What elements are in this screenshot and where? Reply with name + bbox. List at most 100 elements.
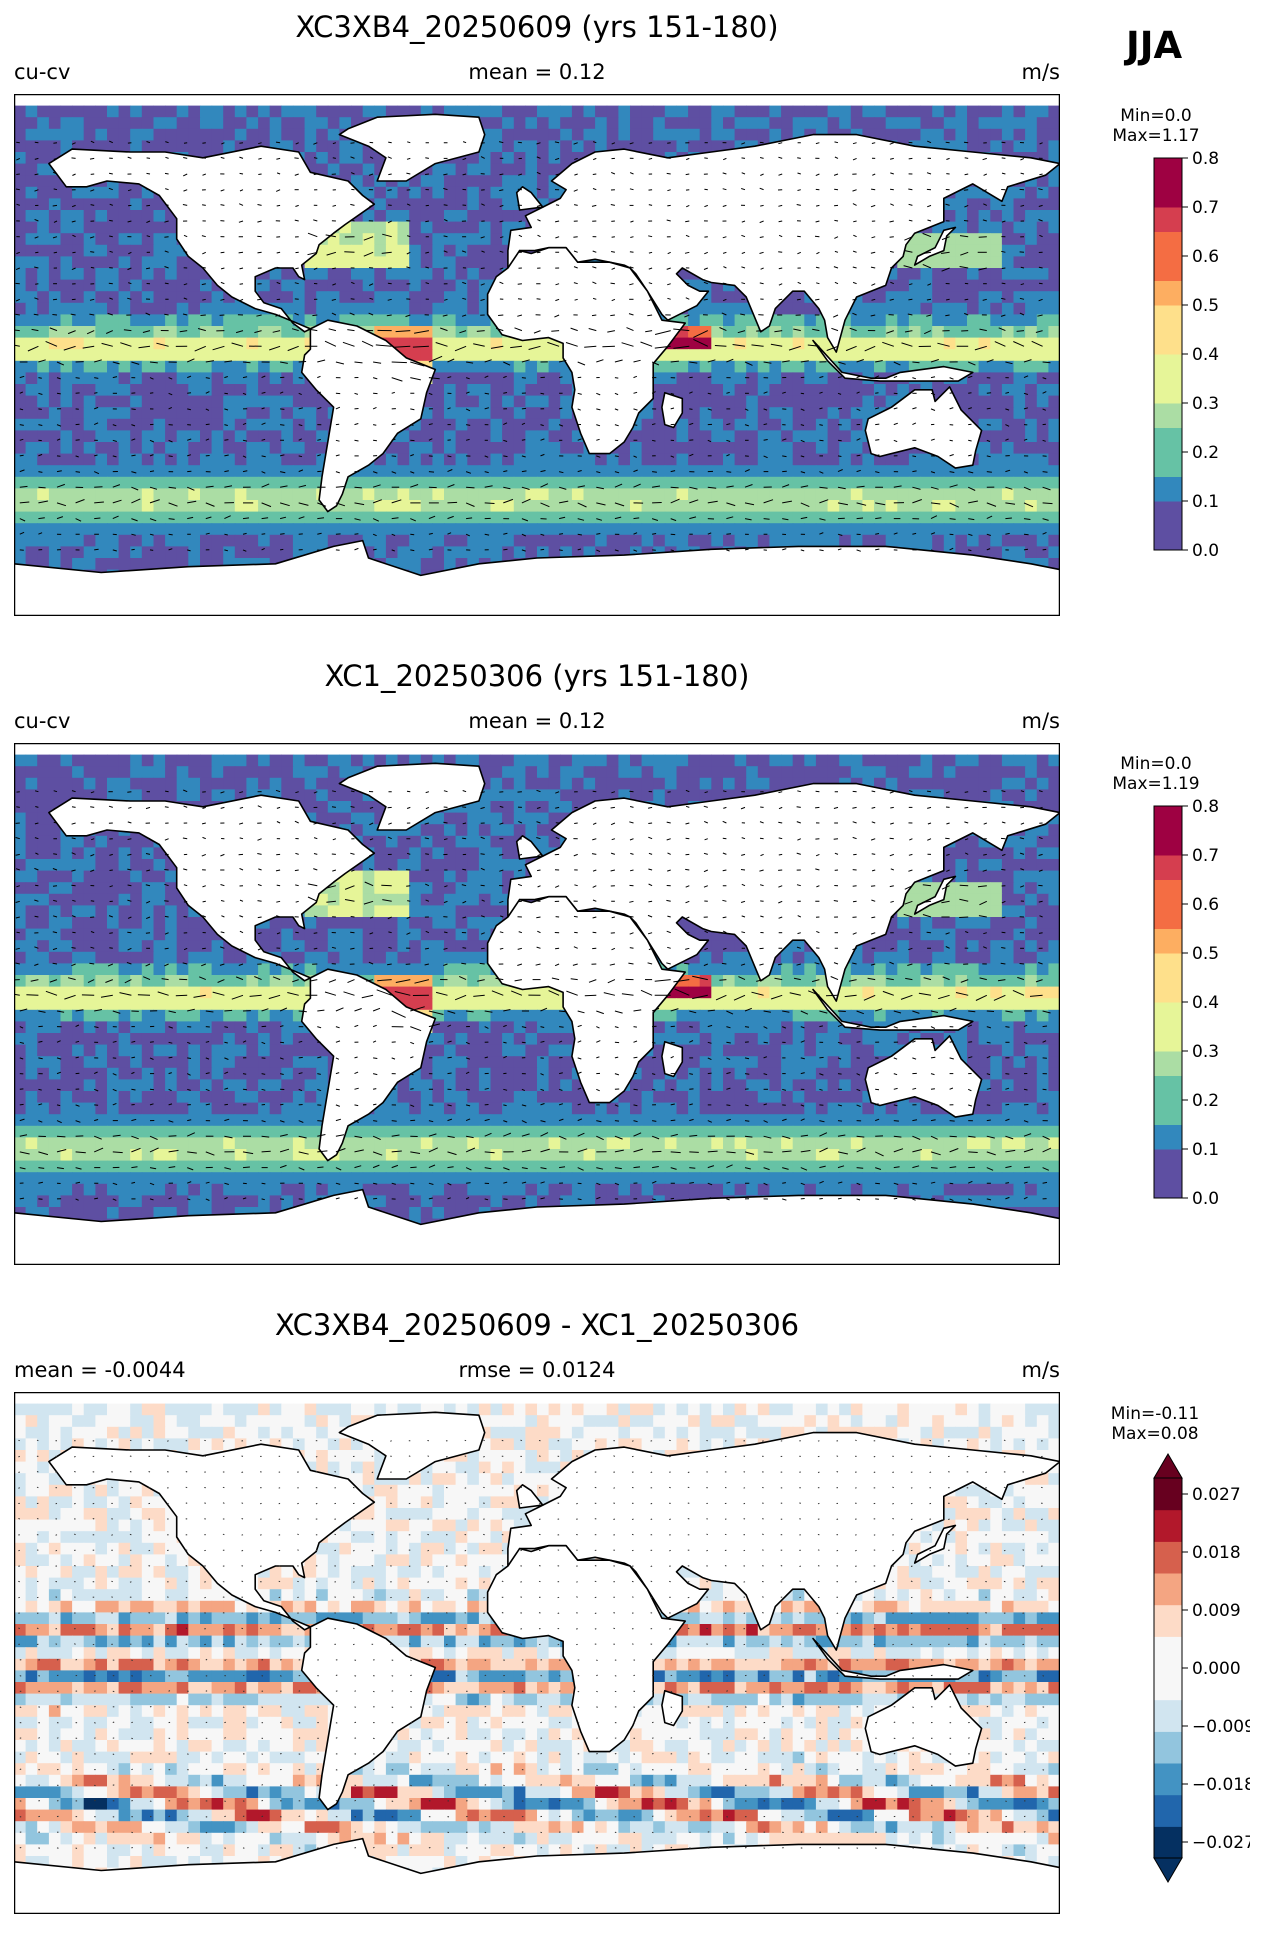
grid-cell — [432, 523, 445, 536]
grid-cell — [385, 546, 399, 559]
velocity-vector — [963, 189, 969, 191]
grid-cell — [223, 546, 236, 559]
grid-cell — [955, 500, 968, 513]
velocity-vector — [633, 469, 638, 473]
velocity-vector — [856, 408, 861, 412]
grid-cell — [757, 500, 770, 513]
grid-cell — [37, 326, 50, 339]
velocity-vector — [800, 392, 805, 395]
grid-cell — [188, 337, 201, 350]
grid-cell — [548, 384, 561, 397]
velocity-vector — [591, 314, 597, 317]
velocity-vector — [205, 408, 210, 411]
velocity-vector — [34, 297, 39, 300]
grid-cell — [455, 465, 468, 478]
velocity-vector — [280, 408, 285, 410]
grid-cell — [25, 268, 38, 281]
velocity-vector — [205, 485, 214, 488]
velocity-vector — [533, 330, 541, 334]
grid-cell — [839, 476, 852, 489]
grid-cell — [362, 105, 375, 118]
grid-cell — [548, 546, 561, 559]
grid-cell — [316, 105, 329, 118]
velocity-vector — [387, 156, 392, 159]
velocity-vector — [722, 251, 727, 254]
grid-cell — [83, 349, 96, 362]
grid-cell — [908, 326, 922, 339]
grid-cell — [920, 105, 933, 118]
grid-cell — [83, 442, 96, 455]
grid-cell — [467, 175, 480, 188]
velocity-vector — [693, 338, 709, 347]
grid-cell — [804, 511, 817, 524]
grid-cell — [490, 488, 503, 501]
grid-cell — [932, 511, 945, 524]
grid-cell — [1013, 430, 1026, 443]
velocity-vector — [726, 423, 731, 426]
velocity-vector — [760, 267, 764, 270]
grid-cell — [269, 372, 282, 385]
grid-cell — [897, 465, 910, 478]
grid-cell — [967, 476, 980, 489]
grid-cell — [432, 221, 445, 234]
grid-cell — [827, 534, 840, 547]
grid-cell — [781, 453, 794, 466]
grid-cell — [397, 210, 410, 223]
grid-cell — [130, 210, 143, 223]
grid-cell — [385, 268, 399, 281]
velocity-vector — [558, 471, 564, 474]
velocity-vector — [447, 455, 452, 458]
grid-cell — [397, 442, 410, 455]
grid-cell — [711, 465, 724, 478]
velocity-vector — [242, 470, 248, 473]
velocity-vector — [38, 377, 42, 379]
grid-cell — [490, 453, 503, 466]
grid-cell — [874, 500, 887, 513]
velocity-vector — [387, 220, 392, 224]
grid-cell — [990, 360, 1003, 373]
grid-cell — [223, 384, 236, 397]
velocity-vector — [930, 376, 936, 379]
grid-cell — [25, 244, 38, 257]
grid-cell — [188, 430, 201, 443]
grid-cell — [967, 314, 980, 327]
grid-cell — [118, 511, 131, 524]
grid-cell — [37, 523, 50, 536]
velocity-vector — [573, 204, 578, 206]
grid-cell — [664, 360, 677, 373]
velocity-vector — [19, 485, 28, 488]
velocity-vector — [406, 251, 411, 255]
grid-cell — [95, 210, 108, 223]
grid-cell — [815, 117, 829, 130]
grid-cell — [188, 372, 201, 385]
grid-cell — [815, 500, 829, 513]
grid-cell — [316, 291, 329, 304]
grid-cell — [978, 128, 991, 141]
grid-cell — [699, 314, 712, 327]
grid-cell — [688, 140, 701, 153]
grid-cell — [374, 233, 387, 246]
grid-cell — [641, 430, 654, 443]
grid-cell — [478, 337, 492, 350]
grid-cell — [107, 302, 120, 315]
grid-cell — [990, 221, 1003, 234]
velocity-vector — [269, 345, 281, 351]
grid-cell — [920, 268, 933, 281]
grid-cell — [537, 500, 550, 513]
grid-cell — [60, 395, 73, 408]
velocity-vector — [889, 236, 894, 238]
velocity-vector — [131, 471, 137, 474]
grid-cell — [455, 384, 468, 397]
grid-cell — [502, 534, 515, 547]
velocity-vector — [741, 266, 746, 269]
grid-cell — [14, 488, 27, 501]
velocity-vector — [499, 220, 504, 223]
grid-cell — [560, 500, 573, 513]
grid-cell — [548, 430, 561, 443]
velocity-vector — [142, 330, 151, 333]
grid-cell — [467, 268, 480, 281]
velocity-vector — [927, 140, 932, 144]
grid-cell — [258, 372, 271, 385]
velocity-vector — [686, 157, 690, 161]
grid-cell — [990, 117, 1003, 130]
